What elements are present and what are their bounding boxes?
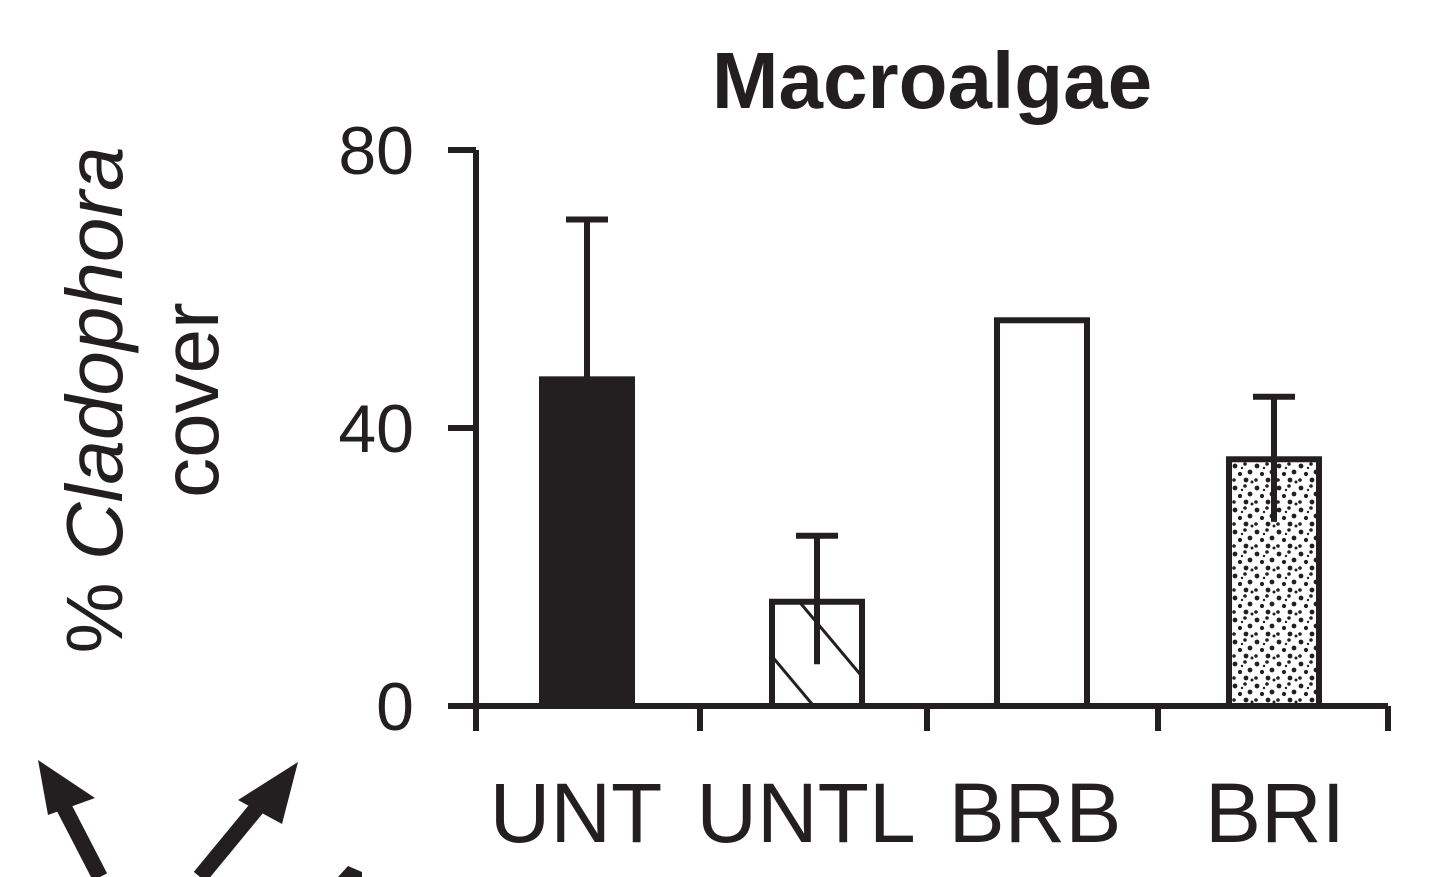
arrow-up-left-icon xyxy=(38,760,108,877)
x-tick-label-brb: BRB xyxy=(949,766,1122,860)
chart-title: Macroalgae xyxy=(712,36,1152,125)
y-tick-label-0: 0 xyxy=(376,669,414,745)
plot-area: 0 40 80 UNT UNTL BRB BRI xyxy=(338,113,1391,860)
x-tick-label-bri: BRI xyxy=(1205,766,1345,860)
decorative-arrows xyxy=(38,760,362,877)
y-axis-title-prefix: % xyxy=(50,560,139,653)
y-tick-label-80: 80 xyxy=(338,113,414,189)
bar-brb xyxy=(994,317,1090,709)
bar-unt xyxy=(539,376,635,709)
y-tick-label-40: 40 xyxy=(338,391,414,467)
arrow-up-right-icon xyxy=(193,762,298,877)
x-tick-label-untl: UNTL xyxy=(696,766,915,860)
svg-text:% Cladophora: % Cladophora xyxy=(50,147,139,654)
x-tick-label-unt: UNT xyxy=(490,766,663,860)
y-axis-title: % Cladophora cover xyxy=(50,147,235,654)
y-axis-title-line2: cover xyxy=(146,302,235,498)
arrow-fragment-icon xyxy=(338,866,362,877)
y-axis-title-italic: Cladophora xyxy=(50,147,139,561)
